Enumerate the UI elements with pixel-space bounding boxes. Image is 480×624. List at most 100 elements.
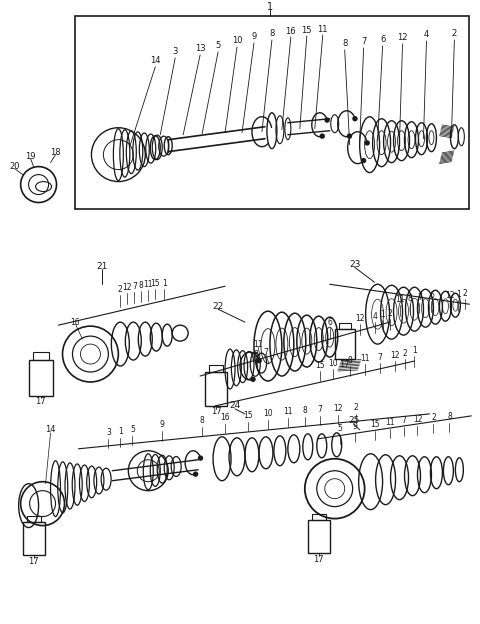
Text: 12: 12: [122, 283, 132, 292]
Text: 7: 7: [361, 37, 366, 46]
Circle shape: [365, 141, 369, 145]
Text: 12: 12: [333, 404, 342, 414]
Text: 12: 12: [413, 416, 422, 424]
Text: 1: 1: [267, 2, 273, 12]
Text: 11: 11: [283, 407, 293, 416]
Text: 7: 7: [377, 353, 382, 361]
Text: 2: 2: [353, 403, 358, 412]
Circle shape: [193, 472, 198, 476]
Text: 17: 17: [35, 397, 46, 406]
Text: 12: 12: [397, 34, 408, 42]
Text: 8: 8: [200, 416, 204, 426]
Bar: [23, 522, 45, 555]
Text: 3: 3: [172, 47, 178, 56]
Text: 12: 12: [355, 314, 364, 323]
Text: 15: 15: [243, 411, 253, 421]
Text: 9: 9: [252, 32, 257, 41]
Text: 10: 10: [328, 359, 337, 368]
Text: 17: 17: [313, 555, 324, 564]
Text: 1: 1: [456, 290, 461, 299]
Text: 22: 22: [213, 302, 224, 311]
Text: 11: 11: [385, 418, 394, 427]
Text: 12: 12: [445, 291, 455, 300]
Text: 9: 9: [352, 422, 357, 431]
Circle shape: [361, 158, 365, 163]
Text: 2: 2: [402, 349, 407, 358]
Text: 1: 1: [412, 346, 417, 354]
Text: 11: 11: [317, 24, 328, 34]
Bar: [339, 323, 351, 329]
Text: 15: 15: [370, 421, 379, 429]
Text: 5: 5: [130, 426, 135, 434]
Text: 4: 4: [372, 311, 377, 321]
Text: 8: 8: [269, 29, 275, 39]
Bar: [312, 514, 326, 520]
Bar: [26, 515, 41, 522]
Text: 2: 2: [463, 289, 468, 298]
Bar: [29, 360, 52, 396]
Text: 9: 9: [160, 421, 165, 429]
Text: 8: 8: [348, 356, 352, 364]
Circle shape: [320, 134, 324, 138]
Text: 2: 2: [118, 285, 123, 294]
Text: 14: 14: [150, 56, 160, 66]
Text: 1: 1: [118, 427, 123, 436]
Text: 7: 7: [401, 416, 406, 426]
Text: 8: 8: [407, 294, 412, 303]
Text: 19: 19: [25, 152, 36, 161]
Text: 6: 6: [380, 36, 385, 44]
Text: 7: 7: [264, 348, 268, 356]
Bar: [33, 352, 48, 360]
Text: 3: 3: [106, 428, 111, 437]
Text: 20: 20: [10, 162, 20, 171]
Text: 16: 16: [220, 413, 230, 422]
Text: 17: 17: [211, 407, 221, 416]
Text: 8: 8: [447, 412, 452, 421]
Text: 2: 2: [387, 309, 392, 318]
Bar: [75, 16, 469, 210]
Circle shape: [251, 378, 255, 381]
Bar: [308, 520, 330, 553]
Text: 21: 21: [96, 262, 108, 271]
Circle shape: [348, 134, 351, 138]
Text: 10: 10: [232, 36, 242, 46]
Text: 7: 7: [317, 406, 322, 414]
Text: 15: 15: [301, 26, 312, 34]
Bar: [335, 329, 355, 359]
Text: 1: 1: [162, 279, 167, 288]
Text: 7: 7: [132, 282, 137, 291]
Bar: [205, 372, 227, 406]
Text: 14: 14: [45, 426, 56, 434]
Text: 16: 16: [286, 26, 296, 36]
Text: 17: 17: [28, 557, 39, 566]
Text: 6: 6: [429, 291, 434, 300]
Text: 8: 8: [342, 39, 348, 49]
Text: 11: 11: [395, 295, 404, 304]
Text: 7: 7: [417, 293, 422, 302]
Text: 5: 5: [337, 424, 342, 433]
Text: 5: 5: [216, 41, 221, 51]
Text: 8: 8: [302, 406, 307, 416]
Circle shape: [353, 117, 357, 120]
Text: 15: 15: [150, 279, 160, 288]
Text: 11: 11: [360, 354, 370, 363]
Text: 2: 2: [452, 29, 457, 39]
Text: 1: 1: [380, 310, 385, 319]
Bar: [209, 365, 223, 372]
Text: 15: 15: [315, 361, 324, 369]
Text: 8: 8: [139, 281, 144, 290]
Text: 2: 2: [431, 413, 436, 422]
Text: 23: 23: [349, 260, 360, 269]
Text: 6: 6: [327, 318, 332, 326]
Text: 13: 13: [195, 44, 205, 54]
Text: 4: 4: [424, 31, 429, 39]
Text: 18: 18: [50, 148, 61, 157]
Text: 17: 17: [339, 359, 350, 369]
Text: 25: 25: [348, 416, 360, 426]
Text: 11: 11: [253, 339, 263, 349]
Circle shape: [199, 456, 203, 460]
Text: 16: 16: [71, 318, 80, 326]
Text: 24: 24: [229, 401, 240, 411]
Text: 10: 10: [263, 409, 273, 419]
Circle shape: [325, 118, 329, 122]
